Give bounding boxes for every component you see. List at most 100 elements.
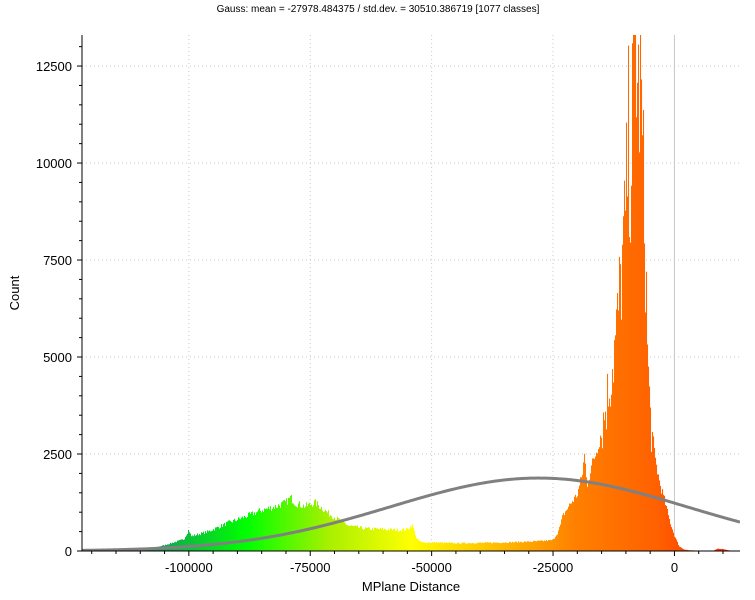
histogram-bar <box>340 520 342 551</box>
histogram-bar <box>299 501 301 551</box>
histogram-bar <box>439 542 441 551</box>
histogram-bar <box>597 453 599 551</box>
histogram-bar <box>485 542 487 551</box>
histogram-bar <box>409 528 411 551</box>
histogram-bar <box>580 477 582 551</box>
histogram-bar <box>654 447 656 551</box>
histogram-bar <box>239 518 241 551</box>
histogram-bar <box>594 458 596 551</box>
histogram-bar <box>219 528 221 551</box>
histogram-bar <box>405 530 407 551</box>
histogram-bar <box>669 519 671 551</box>
histogram-bar <box>611 394 613 551</box>
histogram-bar <box>572 501 574 551</box>
histogram-bar <box>424 542 426 551</box>
histogram-bar <box>422 542 424 551</box>
histogram-bar <box>612 369 614 551</box>
histogram-bar <box>435 542 437 551</box>
histogram-bar <box>637 82 639 551</box>
histogram-bar <box>554 538 556 551</box>
histogram-bar <box>186 535 188 551</box>
histogram-bar <box>444 542 446 551</box>
histogram-bar <box>408 529 410 551</box>
histogram-bar <box>574 496 576 551</box>
histogram-bar <box>509 541 511 551</box>
histogram-bar <box>526 542 528 551</box>
histogram-bar <box>584 453 586 551</box>
histogram-bar <box>314 500 316 551</box>
histogram-bar <box>391 528 393 551</box>
histogram-bar <box>494 542 496 551</box>
histogram-bar <box>576 497 578 551</box>
histogram-bar <box>645 312 647 551</box>
histogram-bar <box>200 535 202 551</box>
histogram-bar <box>403 528 405 551</box>
histogram-bar <box>650 407 652 551</box>
histogram-bar <box>296 506 298 551</box>
histogram-bar <box>215 527 217 551</box>
histogram-bar <box>638 44 640 551</box>
histogram-bar <box>723 549 725 551</box>
histogram-bar <box>425 543 427 551</box>
histogram-bar <box>726 549 728 551</box>
histogram-bar <box>610 406 612 551</box>
histogram-bar <box>243 518 245 551</box>
histogram-bar <box>586 477 588 551</box>
histogram-bar <box>551 540 553 551</box>
histogram-bar <box>420 541 422 551</box>
histogram-bar <box>496 542 498 551</box>
histogram-bar <box>396 530 398 551</box>
histogram-bar <box>498 542 500 551</box>
histogram-bar <box>353 526 355 551</box>
histogram-bar <box>258 509 260 551</box>
histogram-bar <box>592 458 594 551</box>
histogram-bar <box>508 543 510 551</box>
histogram-bar <box>293 503 295 551</box>
histogram-bar <box>202 532 204 551</box>
histogram-bar <box>507 542 509 551</box>
histogram-bar <box>388 529 390 551</box>
histogram-bar <box>608 406 610 551</box>
histogram-bar <box>623 216 625 551</box>
histogram-bar <box>456 543 458 551</box>
histogram-bar <box>629 236 631 551</box>
histogram-bar <box>190 533 192 551</box>
histogram-bar <box>334 517 336 551</box>
histogram-bar <box>482 542 484 551</box>
histogram-bar <box>324 511 326 551</box>
histogram-bar <box>414 530 416 551</box>
histogram-bar <box>298 503 300 551</box>
histogram-bar <box>449 542 451 551</box>
histogram-bar <box>532 541 534 551</box>
histogram-bar <box>272 508 274 551</box>
histogram-bar <box>531 541 533 551</box>
histogram-bar <box>433 542 435 551</box>
histogram-bar <box>674 536 676 551</box>
histogram-bar <box>196 535 198 551</box>
histogram-bar <box>570 503 572 551</box>
histogram-bar <box>678 544 680 551</box>
histogram-bar <box>685 549 687 551</box>
histogram-bar <box>245 517 247 551</box>
histogram-bar <box>319 508 321 551</box>
histogram-bar <box>627 196 629 551</box>
histogram-bar <box>210 531 212 551</box>
histogram-bar <box>418 539 420 551</box>
histogram-bar <box>524 541 526 551</box>
histogram-bar <box>267 508 269 551</box>
histogram-bar <box>544 540 546 551</box>
histogram-bar <box>277 507 279 551</box>
histogram-bar <box>384 528 386 551</box>
histogram-bar <box>452 542 454 551</box>
histogram-bar <box>659 480 661 551</box>
histogram-bar <box>473 543 475 551</box>
histogram-bar <box>458 542 460 551</box>
histogram-bar <box>427 542 429 551</box>
histogram-bar <box>478 542 480 551</box>
histogram-bar <box>578 488 580 551</box>
histogram-bar <box>184 539 186 551</box>
histogram-bar <box>257 511 259 551</box>
histogram-bar <box>291 494 293 551</box>
histogram-bar <box>198 535 200 551</box>
histogram-bar <box>583 462 585 551</box>
